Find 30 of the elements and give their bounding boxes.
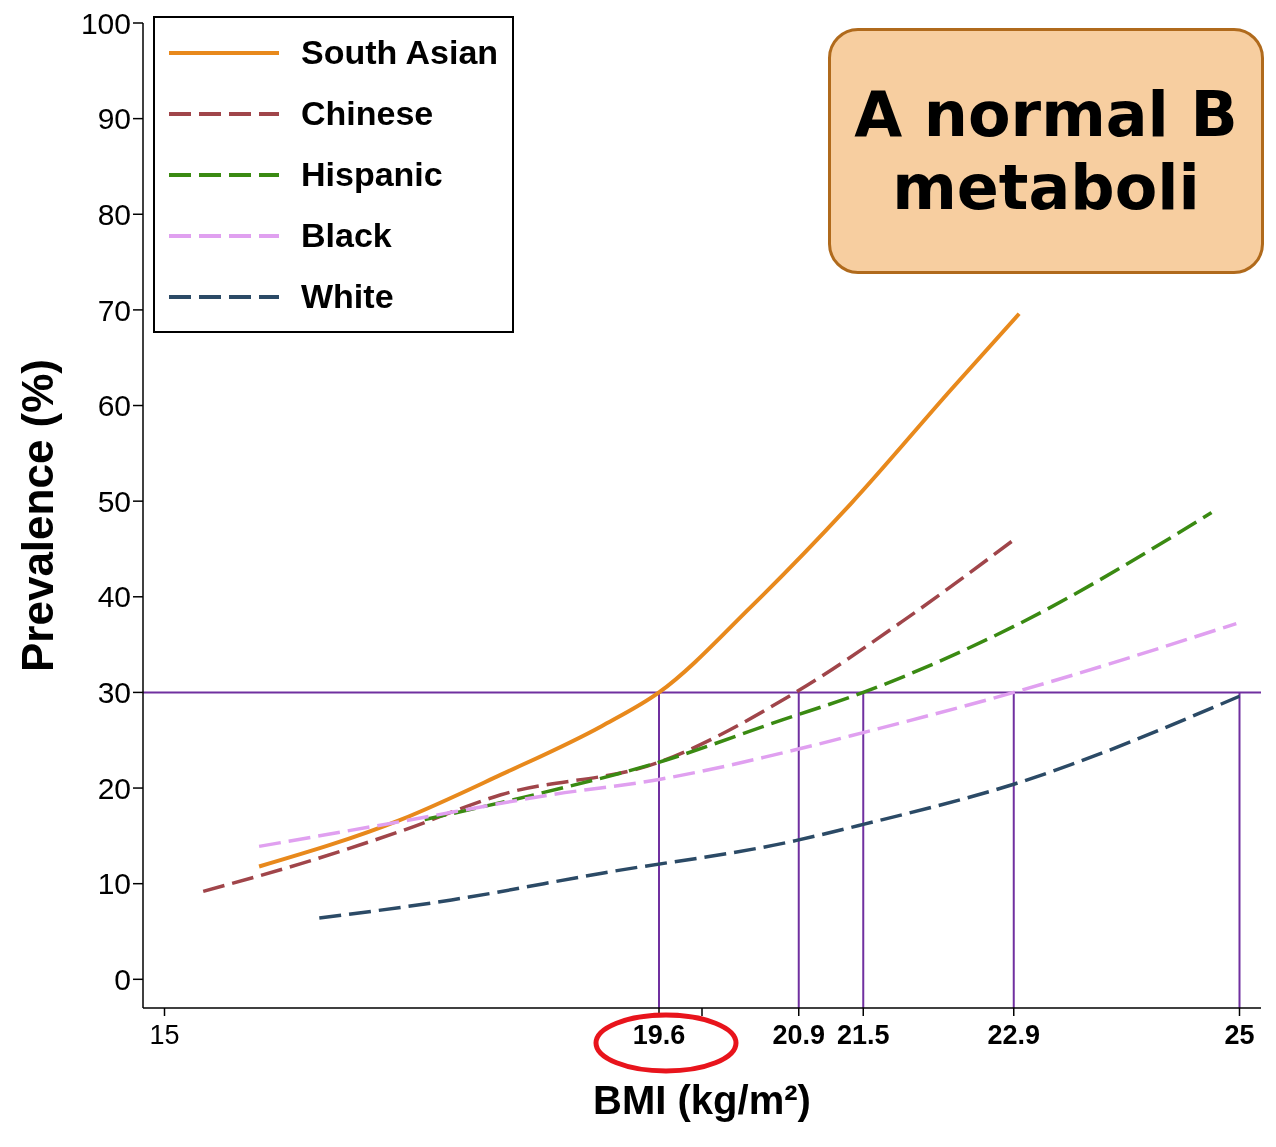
y-tick-label: 0 [114,962,131,996]
line-series [257,311,1022,869]
line-series [317,694,1242,920]
legend-label: White [301,277,394,316]
y-tick-label: 100 [80,6,131,40]
y-tick-label: 80 [97,197,131,231]
y-axis-title: Prevalence (%) [12,358,62,673]
y-tick-label: 40 [97,580,131,614]
y-tick-label: 50 [97,484,131,518]
line-series [422,510,1214,822]
x-tick-label: 21.5 [836,1020,890,1050]
y-tick-label: 70 [97,293,131,327]
y-tick-label: 60 [97,389,131,423]
x-axis-title: BMI (kg/m²) [593,1078,811,1122]
legend-label: Chinese [301,94,434,133]
y-tick-label: 30 [97,676,131,710]
y-tick-label: 10 [97,867,131,901]
y-tick-label: 90 [97,102,131,136]
annotation: metaboli [892,151,1200,224]
legend-label: Black [301,216,392,255]
x-tick-label: 15 [149,1020,180,1050]
x-tick-label: 22.9 [987,1020,1041,1050]
x-tick-label: 25 [1224,1020,1255,1050]
y-tick-label: 20 [97,771,131,805]
x-tick-label: 19.6 [632,1020,686,1050]
legend-label: South Asian [301,33,499,72]
legend-label: Hispanic [301,155,443,194]
x-tick-label: 20.9 [772,1020,826,1050]
annotation: A normal B [854,78,1238,151]
line-series [257,621,1239,849]
